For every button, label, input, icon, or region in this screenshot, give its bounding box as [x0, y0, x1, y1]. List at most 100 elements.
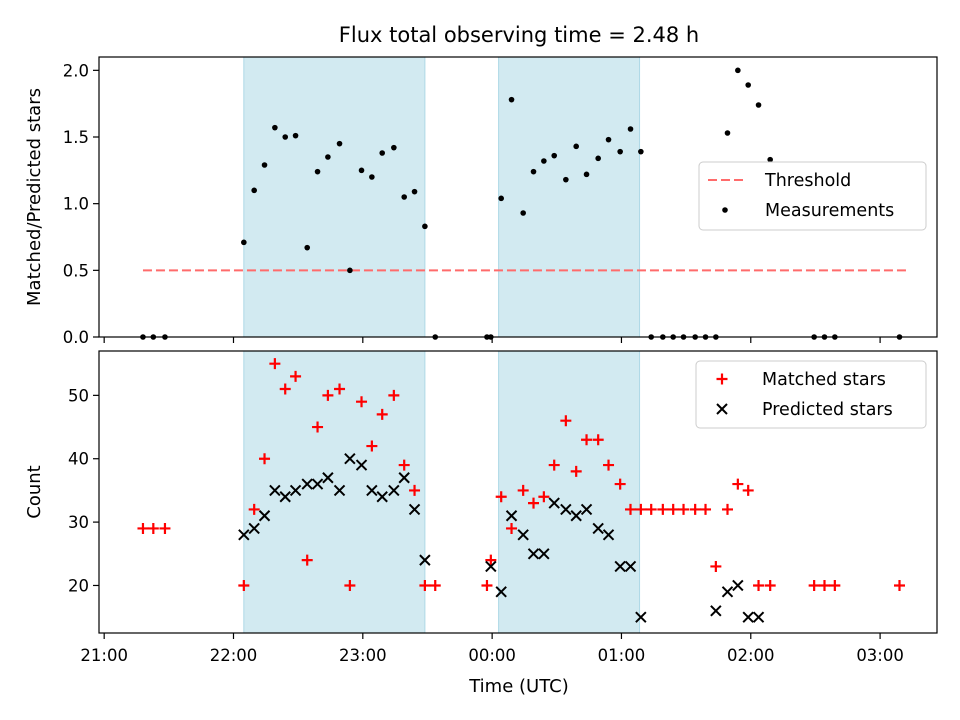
predicted-star-point: [548, 497, 560, 509]
y-tick-label: 30: [68, 513, 89, 532]
measurement-point: [520, 210, 526, 216]
predicted-star-point: [624, 560, 637, 573]
matched-star-point: [538, 491, 550, 503]
measurement-point: [617, 148, 623, 155]
matched-star-point: [419, 579, 431, 591]
legend-label: Measurements: [765, 201, 894, 221]
matched-star-point: [742, 484, 754, 496]
x-tick-label: 23:00: [339, 646, 387, 665]
matched-star-point: [732, 478, 744, 490]
predicted-star-point: [580, 503, 593, 516]
matched-star-point: [495, 491, 507, 503]
predicted-star-point: [495, 586, 507, 598]
measurement-point: [573, 143, 579, 150]
measurement-point: [272, 124, 278, 131]
x-tick-label: 21:00: [80, 646, 128, 665]
matched-star-point: [645, 503, 657, 515]
matched-star-point: [570, 465, 582, 477]
plot-frame: [98, 56, 938, 338]
matched-star-point: [322, 389, 334, 401]
measurement-point: [251, 187, 257, 194]
bottom-y-axis-label: Count: [24, 465, 45, 518]
predicted-star-point: [419, 554, 431, 566]
matched-star-point: [398, 459, 410, 471]
predicted-star-point: [322, 472, 334, 484]
matched-star-point: [279, 383, 291, 395]
measurement-point: [411, 188, 418, 195]
matched-star-point: [366, 440, 378, 452]
matched-star-point: [376, 408, 388, 420]
legend-label: Threshold: [764, 171, 851, 191]
bottom-panel: 20 30 40 50 21:00 22:00 23:00 00:00 01:00 02:00 03…: [68, 350, 938, 665]
measurement-point: [282, 134, 289, 140]
predicted-star-point: [388, 484, 400, 497]
legend-matched-handle: [716, 373, 728, 385]
y-tick-label: 1.0: [63, 195, 89, 214]
matched-star-point: [429, 579, 441, 591]
matched-star-point: [722, 503, 733, 515]
measurement-point: [347, 267, 353, 274]
measurement-point: [292, 132, 299, 139]
matched-star-point: [259, 453, 271, 465]
predicted-star-point: [344, 453, 356, 465]
predicted-star-point: [517, 529, 529, 541]
matched-star-point: [700, 503, 712, 515]
measurement-point: [605, 136, 612, 143]
predicted-star-point: [355, 459, 368, 471]
predicted-star-point: [742, 611, 754, 623]
measurement-point: [369, 174, 375, 180]
matched-star-point: [344, 579, 356, 591]
measurement-point: [541, 158, 547, 164]
matched-star-point: [137, 522, 149, 534]
measurement-point: [583, 171, 590, 178]
predicted-star-point: [614, 560, 626, 573]
top-y-axis-label: Matched/Predicted stars: [24, 88, 45, 306]
shaded-interval: [498, 350, 641, 634]
predicted-star-point: [301, 478, 313, 490]
matched-star-point: [528, 497, 540, 509]
matched-star-point: [238, 579, 250, 591]
predicted-star-point: [398, 472, 410, 484]
legend-predicted-handle: [716, 403, 728, 415]
measurement-point: [735, 67, 741, 74]
predicted-star-point: [560, 503, 572, 516]
shaded-interval: [498, 56, 641, 338]
measurement-point: [724, 130, 731, 136]
matched-star-point: [678, 503, 690, 515]
matched-star-point: [592, 434, 604, 446]
shaded-interval: [243, 350, 426, 634]
measurement-point: [314, 168, 321, 175]
legend-box: [698, 161, 927, 231]
predicted-star-point: [602, 529, 615, 541]
measurement-point: [261, 162, 268, 168]
matched-star-point: [808, 579, 820, 591]
predicted-star-point: [248, 522, 260, 535]
predicted-star-point: [408, 503, 421, 516]
measurement-point: [241, 239, 247, 246]
predicted-star-point: [311, 478, 324, 490]
y-tick-label: 0.0: [63, 328, 89, 347]
measurement-point: [508, 96, 515, 103]
matched-star-point: [753, 579, 765, 591]
matched-star-point: [388, 389, 400, 401]
legend-label: Matched stars: [762, 370, 886, 390]
chart-title: Flux total observing time = 2.48 h: [339, 23, 699, 47]
measurement-point: [336, 140, 343, 147]
matched-star-point: [485, 554, 497, 566]
matched-star-point: [893, 579, 905, 591]
measurement-point: [638, 148, 644, 155]
predicted-star-point: [752, 611, 765, 623]
y-tick-label: 1.5: [63, 128, 89, 147]
measurement-point: [767, 156, 773, 163]
legend-label: Predicted stars: [762, 400, 893, 420]
measurement-point: [530, 168, 537, 175]
matched-star-point: [334, 383, 346, 395]
predicted-star-point: [238, 529, 250, 541]
matched-star-point: [614, 478, 626, 490]
matched-star-point: [581, 434, 593, 446]
plot-frame: [98, 350, 938, 634]
matched-star-point: [560, 415, 572, 427]
matched-star-point: [657, 503, 669, 515]
matched-star-point: [290, 370, 302, 382]
